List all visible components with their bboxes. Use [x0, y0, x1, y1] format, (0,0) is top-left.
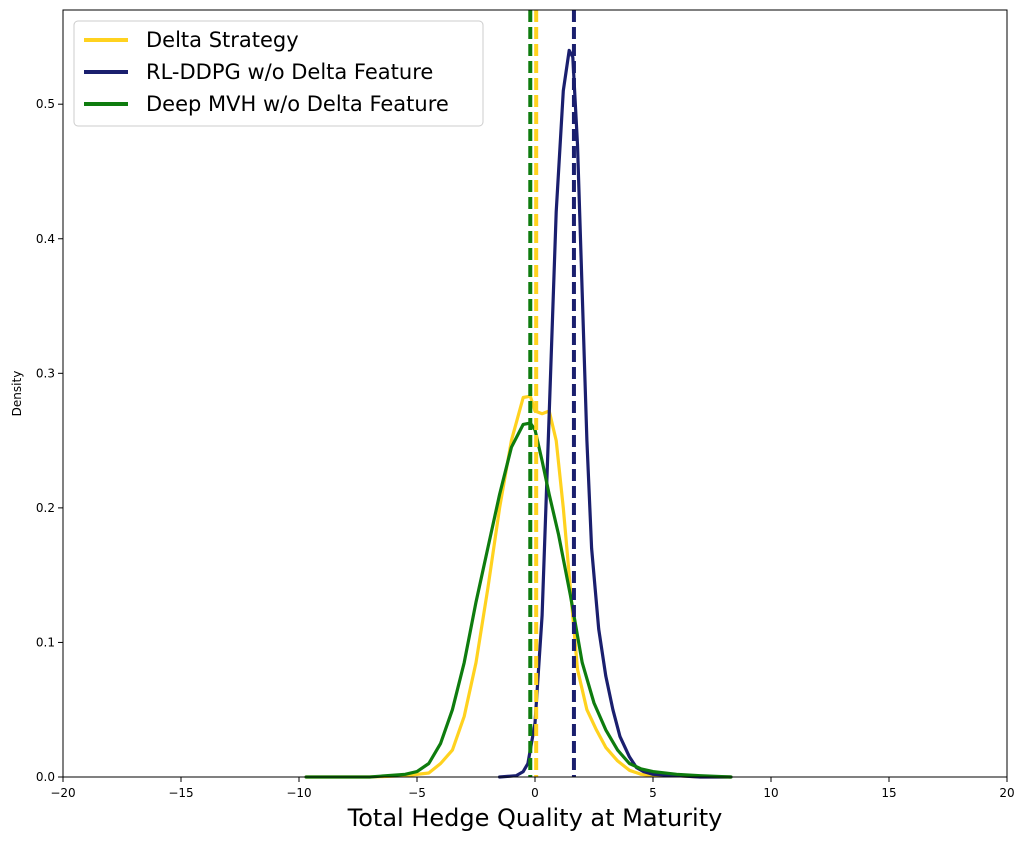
legend-label: Delta Strategy	[146, 28, 299, 52]
y-tick-label: 0.0	[36, 770, 55, 784]
series-line-1	[304, 394, 733, 779]
legend-box	[73, 20, 484, 127]
x-tick-label: −5	[408, 786, 426, 800]
series-line-2	[498, 48, 733, 779]
x-tick-label: 5	[649, 786, 657, 800]
y-axis-ticks: 0.0 0.1 0.2 0.3 0.4 0.5	[36, 97, 63, 784]
series-lines	[304, 48, 733, 779]
x-tick-label: 10	[763, 786, 778, 800]
y-tick-label: 0.5	[36, 97, 55, 111]
y-tick-label: 0.2	[36, 501, 55, 515]
x-tick-label: 15	[881, 786, 896, 800]
x-tick-label: −20	[50, 786, 75, 800]
x-axis-title: Total Hedge Quality at Maturity	[347, 804, 723, 832]
legend: Delta Strategy RL-DDPG w/o Delta Feature D…	[73, 20, 484, 127]
x-tick-label: −15	[168, 786, 193, 800]
x-tick-label: −10	[286, 786, 311, 800]
legend-label: Deep MVH w/o Delta Feature	[146, 92, 449, 116]
y-tick-label: 0.1	[36, 635, 55, 649]
x-tick-label: 20	[999, 786, 1014, 800]
mean-lines	[528, 10, 576, 777]
y-axis-title: Density	[10, 371, 24, 417]
legend-label: RL-DDPG w/o Delta Feature	[146, 60, 433, 84]
x-tick-label: 0	[531, 786, 539, 800]
y-tick-label: 0.4	[36, 232, 55, 246]
x-axis-ticks: −20 −15 −10 −5 0 5 10 15 20	[50, 777, 1015, 800]
y-tick-label: 0.3	[36, 366, 55, 380]
series-line-3	[304, 421, 733, 779]
